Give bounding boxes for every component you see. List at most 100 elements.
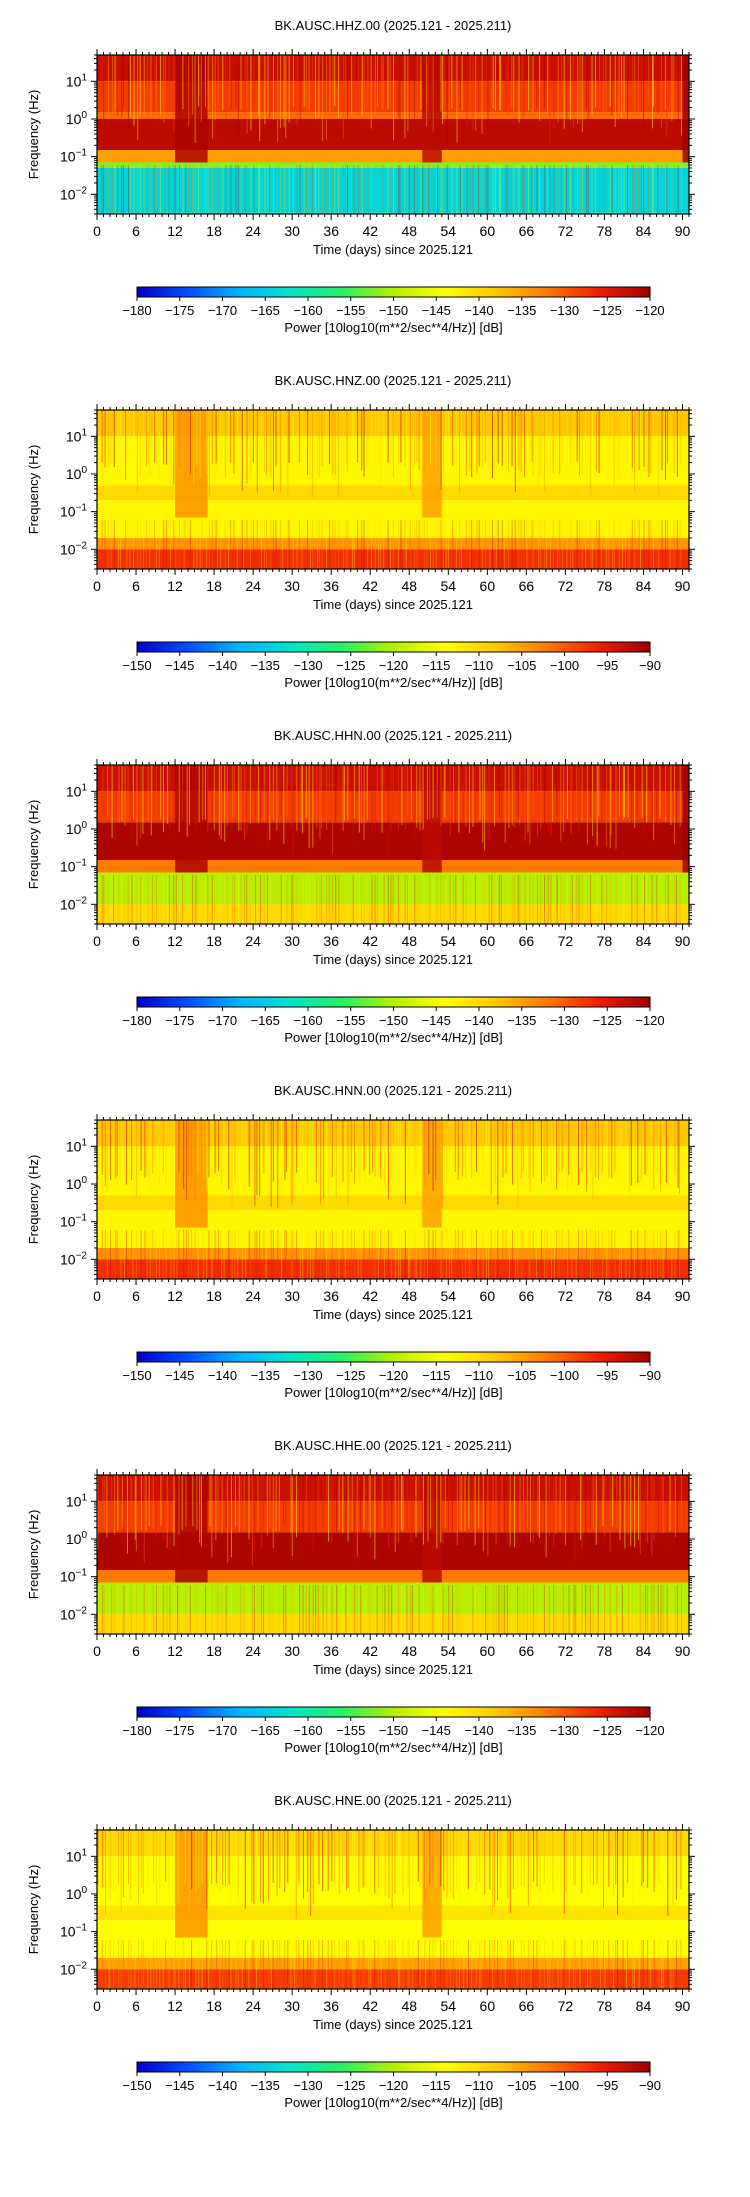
x-tick-label: 6 (132, 1643, 140, 1659)
colorbar-tick-label: −95 (596, 658, 618, 673)
heatmap-cell (97, 1969, 689, 1989)
x-tick-label: 42 (362, 1288, 378, 1304)
x-tick-label: 84 (636, 578, 652, 594)
x-tick-label: 54 (441, 1288, 457, 1304)
x-tick-label: 60 (480, 1643, 496, 1659)
heatmap-texture (96, 55, 682, 214)
heatmap-cell (97, 1195, 689, 1211)
x-axis-label: Time (days) since 2025.121 (313, 242, 473, 257)
x-tick-label: 42 (362, 578, 378, 594)
x-tick-label: 60 (480, 933, 496, 949)
x-tick-label: 18 (206, 223, 222, 239)
colorbar-tick-label: −135 (251, 658, 280, 673)
x-tick-label: 30 (284, 933, 300, 949)
colorbar-tick-label: −160 (293, 1723, 322, 1738)
colorbar-tick-label: −155 (336, 1723, 365, 1738)
heatmap-cell (97, 112, 689, 119)
x-tick-label: 84 (636, 933, 652, 949)
y-tick-label: 101 (66, 72, 88, 89)
colorbar-tick-label: −150 (122, 2078, 151, 2093)
heatmap-cell (422, 765, 442, 873)
plot-frame (96, 409, 690, 570)
colorbar-tick-label: −90 (639, 1368, 661, 1383)
colorbar-tick-label: −135 (507, 1723, 536, 1738)
y-axis-label: Frequency (Hz) (26, 1155, 41, 1245)
x-tick-label: 66 (519, 578, 535, 594)
x-tick-label: 72 (558, 933, 574, 949)
y-tick-label: 100 (66, 1530, 88, 1547)
plot-frame (96, 1829, 690, 1990)
x-tick-label: 36 (323, 1998, 339, 2014)
colorbar-tick-label: −125 (336, 2078, 365, 2093)
colorbar-tick-label: −155 (336, 1013, 365, 1028)
x-tick-label: 36 (323, 1643, 339, 1659)
colorbar-tick-label: −170 (208, 1723, 237, 1738)
x-tick-label: 66 (519, 1643, 535, 1659)
colorbar-tick-label: −130 (550, 1723, 579, 1738)
colorbar-tick-label: −180 (122, 1723, 151, 1738)
colorbar-tick-label: −110 (465, 1368, 493, 1383)
spectrogram-panel: BK.AUSC.HNZ.00 (2025.121 - 2025.211) 0 6 12… (26, 373, 695, 690)
x-tick-label: 84 (636, 1643, 652, 1659)
colorbar-tick-label: −100 (550, 658, 579, 673)
y-tick-label: 100 (66, 1885, 88, 1902)
x-tick-label: 36 (323, 1288, 339, 1304)
x-tick-label: 36 (323, 933, 339, 949)
y-axis-label: Frequency (Hz) (26, 445, 41, 535)
x-tick-label: 48 (401, 1998, 417, 2014)
heatmap-cell (97, 167, 689, 214)
x-tick-label: 24 (245, 933, 261, 949)
colorbar-tick-label: −150 (379, 303, 408, 318)
x-tick-label: 12 (167, 1998, 183, 2014)
colorbar-tick-label: −150 (122, 658, 151, 673)
colorbar-tick-label: −160 (293, 1013, 322, 1028)
colorbar-tick-label: −130 (550, 303, 579, 318)
colorbar-tick-label: −125 (593, 1013, 622, 1028)
colorbar-tick-label: −170 (208, 1013, 237, 1028)
colorbar-tick-label: −90 (639, 2078, 661, 2093)
heatmap-texture (97, 1830, 682, 1989)
x-tick-label: 0 (93, 1288, 101, 1304)
colorbar-tick-label: −135 (507, 303, 536, 318)
spectrogram-panel: BK.AUSC.HHN.00 (2025.121 - 2025.211) 0 6 12… (26, 728, 695, 1045)
x-tick-label: 66 (519, 223, 535, 239)
colorbar-tick-label: −120 (379, 658, 408, 673)
colorbar (136, 1351, 651, 1363)
x-tick-label: 30 (284, 1288, 300, 1304)
chart-title: BK.AUSC.HHZ.00 (2025.121 - 2025.211) (275, 18, 512, 33)
x-tick-label: 42 (362, 1643, 378, 1659)
heatmap-cell (97, 1570, 689, 1583)
colorbar-tick-label: −145 (422, 303, 451, 318)
y-tick-label: 101 (66, 1847, 88, 1864)
heatmap-cell (97, 1614, 689, 1634)
chart-title: BK.AUSC.HNE.00 (2025.121 - 2025.211) (274, 1793, 512, 1808)
colorbar-tick-label: −115 (422, 1368, 450, 1383)
x-tick-label: 18 (206, 1643, 222, 1659)
x-tick-label: 72 (558, 1643, 574, 1659)
colorbar-tick-label: −130 (293, 1368, 322, 1383)
colorbar-label: Power [10log10(m**2/sec**4/Hz)] [dB] (284, 320, 502, 335)
colorbar-tick-label: −175 (165, 303, 194, 318)
x-tick-label: 0 (93, 1998, 101, 2014)
colorbar-tick-label: −105 (507, 2078, 536, 2093)
x-tick-label: 0 (93, 933, 101, 949)
x-tick-label: 90 (675, 1998, 691, 2014)
heatmap-cell (175, 765, 208, 873)
heatmap-texture (97, 1475, 683, 1634)
colorbar-tick-label: −130 (293, 658, 322, 673)
heatmap-cell (175, 1475, 208, 1583)
x-tick-label: 6 (132, 933, 140, 949)
heatmap-cell (97, 549, 689, 569)
y-tick-label: 100 (66, 110, 88, 127)
colorbar-tick-label: −130 (293, 2078, 322, 2093)
x-tick-label: 18 (206, 933, 222, 949)
colorbar-tick-label: −145 (422, 1723, 451, 1738)
chart-title: BK.AUSC.HNZ.00 (2025.121 - 2025.211) (275, 373, 512, 388)
colorbar-tick-label: −95 (596, 2078, 618, 2093)
x-tick-label: 36 (323, 578, 339, 594)
colorbar-tick-label: −155 (336, 303, 365, 318)
heatmap-cell (97, 1957, 689, 1970)
heatmap-cell (422, 1475, 442, 1583)
x-tick-label: 78 (597, 578, 613, 594)
